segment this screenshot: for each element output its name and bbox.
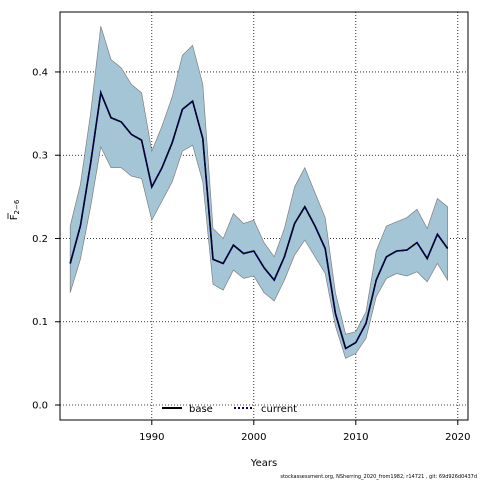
confidence-band-layer [69,26,448,359]
series-layer [69,89,449,350]
y-axis: 0.0 0.1 0.2 0.3 0.4 [32,67,60,412]
x-tick-label-0: 1990 [139,432,164,443]
y-axis-title-sub: 2−6 [13,199,21,214]
legend-label-current: current [261,404,297,415]
footer-note: stockassessment.org, NSherring_2020_from… [280,474,477,480]
svg-text:F2−6: F2−6 [9,199,21,220]
legend: base current [162,404,297,415]
plot-frame [59,11,469,421]
y-tick-label-0: 0.0 [32,401,48,412]
x-axis: 1990 2000 2010 2020 [139,420,471,443]
confidence-band [69,26,448,359]
x-tick-label-2: 2010 [343,432,368,443]
series-line-current [69,89,449,350]
x-axis-title: Years [250,458,277,469]
y-axis-title-main: F [9,214,20,220]
y-axis-title: F2−6 [7,199,21,220]
y-tick-label-2: 0.2 [32,234,48,245]
y-tick-label-3: 0.3 [32,151,48,162]
legend-label-base: base [189,404,213,415]
y-tick-label-4: 0.4 [32,67,48,78]
x-tick-label-1: 2000 [241,432,266,443]
x-tick-label-3: 2020 [445,432,470,443]
y-tick-label-1: 0.1 [32,317,48,328]
